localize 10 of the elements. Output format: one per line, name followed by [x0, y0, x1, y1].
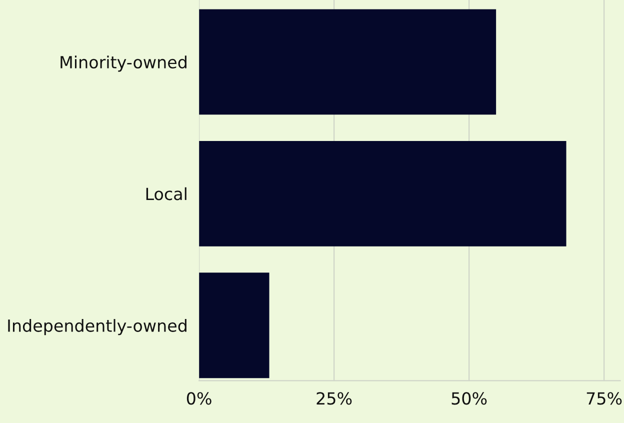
y-tick-label: Independently-owned	[8, 319, 186, 336]
x-tick-label: 75%	[586, 392, 622, 405]
bar	[199, 272, 270, 378]
bar	[199, 140, 566, 246]
x-tick-label: 50%	[452, 392, 487, 405]
y-tick-label: Local	[146, 187, 186, 200]
x-tick-label: 25%	[316, 392, 352, 405]
bar	[199, 9, 496, 115]
x-tick-label: 0%	[186, 392, 212, 405]
y-tick-label: Minority-owned	[60, 56, 186, 72]
